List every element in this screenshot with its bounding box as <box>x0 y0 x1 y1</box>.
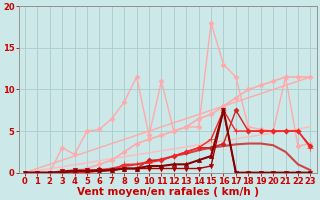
X-axis label: Vent moyen/en rafales ( km/h ): Vent moyen/en rafales ( km/h ) <box>76 187 259 197</box>
